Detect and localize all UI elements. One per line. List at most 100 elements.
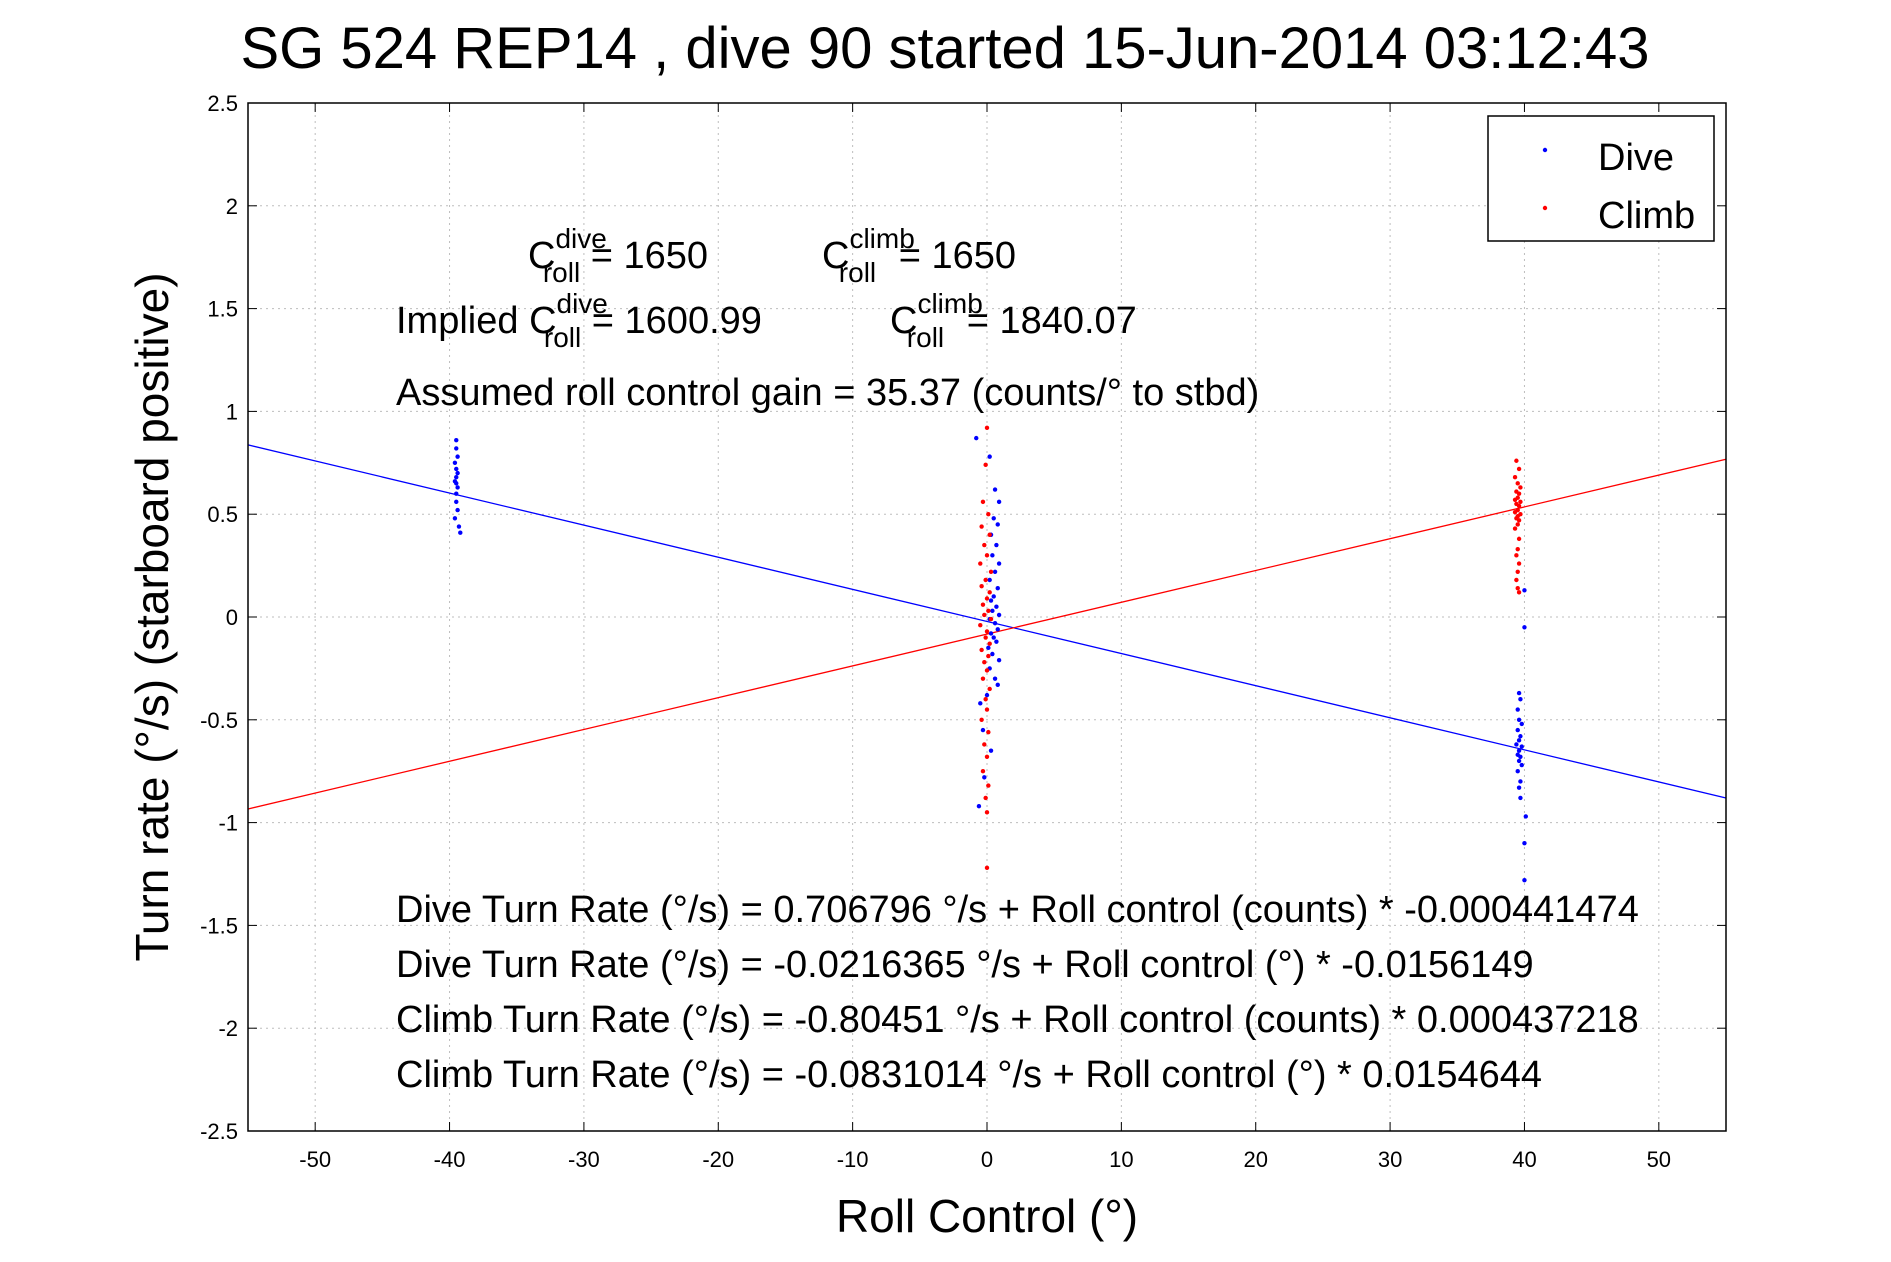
point-dive: [991, 516, 996, 521]
point-dive: [996, 657, 1002, 663]
point-dive: [974, 435, 979, 441]
point-dive: [456, 524, 462, 529]
point-climb: [987, 590, 992, 595]
point-dive: [1515, 769, 1520, 774]
point-dive: [454, 466, 459, 472]
point-climb: [984, 596, 990, 601]
point-climb: [983, 635, 988, 640]
point-climb: [983, 577, 988, 583]
point-climb: [982, 742, 987, 747]
chart-title: SG 524 REP14 , dive 90 started 15-Jun-20…: [240, 16, 1649, 81]
point-dive: [454, 491, 459, 496]
point-dive: [1516, 717, 1522, 722]
point-dive: [996, 612, 1002, 618]
point-dive: [1518, 697, 1523, 702]
point-dive: [1518, 779, 1523, 784]
x-tick-label: 30: [1378, 1147, 1402, 1172]
point-dive: [990, 651, 995, 657]
point-dive: [1516, 690, 1522, 696]
point-dive: [996, 499, 1002, 505]
data-points: [452, 425, 1528, 883]
point-climb: [979, 717, 984, 722]
fit-line-dive: [247, 444, 1727, 799]
point-climb: [982, 542, 987, 548]
point-climb: [979, 524, 984, 529]
point-climb: [982, 660, 987, 665]
implied-climb-label: Cclimb roll = 1840.07: [890, 288, 1137, 353]
point-climb: [1515, 569, 1520, 574]
point-dive: [996, 561, 1002, 566]
y-tick-label: -2: [218, 1016, 238, 1041]
annotations: Cdive roll = 1650 Cclimb roll = 1650 Impli…: [396, 223, 1639, 1096]
point-climb: [1515, 546, 1520, 552]
x-axis-label: Roll Control (°): [836, 1190, 1138, 1242]
point-climb: [987, 532, 992, 537]
point-dive: [986, 645, 991, 651]
point-climb: [980, 499, 986, 505]
point-dive: [1516, 785, 1522, 790]
point-climb: [1516, 466, 1522, 472]
point-dive: [991, 635, 996, 640]
x-tick-label: -40: [434, 1147, 466, 1172]
point-dive: [1516, 748, 1522, 753]
point-dive: [1518, 734, 1523, 739]
point-climb: [978, 623, 983, 628]
point-climb: [979, 583, 984, 589]
legend-dive-marker: [1542, 147, 1548, 153]
point-dive: [454, 499, 459, 505]
point-dive: [984, 692, 990, 698]
point-dive: [990, 608, 995, 614]
legend-climb-marker: [1542, 205, 1548, 211]
point-dive: [994, 639, 999, 644]
point-dive: [978, 701, 983, 706]
point-dive: [995, 522, 1000, 527]
y-tick-label: 1: [226, 399, 238, 424]
point-dive: [995, 682, 1000, 688]
point-dive: [1514, 742, 1519, 747]
point-dive: [452, 460, 458, 465]
point-climb: [986, 653, 991, 659]
equation-climb-counts: Climb Turn Rate (°/s) = -0.80451 °/s + R…: [396, 999, 1639, 1041]
point-dive: [455, 470, 460, 476]
point-climb: [984, 810, 990, 815]
point-climb: [1518, 499, 1523, 505]
point-dive: [988, 631, 994, 636]
point-dive: [987, 454, 992, 459]
point-dive: [1518, 795, 1523, 801]
c-climb-label: Cclimb roll = 1650: [822, 223, 1016, 288]
point-dive: [992, 620, 998, 626]
point-dive: [1522, 840, 1527, 846]
point-dive: [1515, 727, 1520, 733]
point-climb: [1516, 590, 1522, 595]
point-climb: [1518, 485, 1523, 490]
point-dive: [987, 577, 992, 583]
y-tick-label: -1: [218, 811, 238, 836]
gain-label: Assumed roll control gain = 35.37 (count…: [396, 372, 1259, 414]
point-climb: [983, 697, 988, 702]
point-dive: [1523, 814, 1528, 819]
point-climb: [1514, 553, 1519, 558]
point-climb: [987, 641, 992, 646]
point-dive: [1515, 707, 1520, 712]
equation-dive-counts: Dive Turn Rate (°/s) = 0.706796 °/s + Ro…: [396, 889, 1639, 931]
equation-climb-degrees: Climb Turn Rate (°/s) = -0.0831014 °/s +…: [396, 1054, 1542, 1096]
point-dive: [982, 775, 987, 780]
point-dive: [1519, 744, 1524, 749]
point-climb: [1514, 577, 1519, 583]
point-climb: [984, 754, 990, 760]
x-tick-label: -10: [837, 1147, 869, 1172]
y-tick-label: 2.5: [207, 91, 238, 116]
point-climb: [986, 729, 991, 735]
point-climb: [1512, 497, 1518, 503]
point-dive: [990, 553, 995, 558]
point-climb: [988, 616, 994, 622]
point-dive: [454, 446, 459, 451]
y-tick-label: 0.5: [207, 502, 238, 527]
point-dive: [992, 676, 998, 681]
point-climb: [987, 686, 992, 692]
point-climb: [1516, 503, 1522, 509]
y-tick-label: -1.5: [200, 913, 238, 938]
point-dive: [452, 516, 458, 521]
point-climb: [1515, 481, 1520, 486]
x-tick-label: 20: [1243, 1147, 1267, 1172]
